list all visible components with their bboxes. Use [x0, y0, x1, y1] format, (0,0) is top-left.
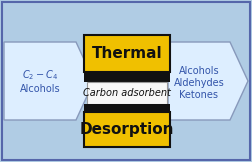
Text: $C_2 - C_4$: $C_2 - C_4$ — [22, 68, 58, 82]
Text: Ketones: Ketones — [179, 90, 218, 100]
Bar — [84, 72, 170, 82]
Text: Alcohols: Alcohols — [179, 66, 219, 76]
Bar — [84, 112, 170, 147]
Text: Desorption: Desorption — [80, 122, 174, 137]
Bar — [84, 35, 170, 72]
Text: Aldehydes: Aldehydes — [174, 78, 224, 88]
Bar — [84, 104, 170, 112]
Polygon shape — [4, 42, 94, 120]
Polygon shape — [168, 42, 248, 120]
Text: Alcohols: Alcohols — [20, 84, 60, 94]
Bar — [87, 82, 167, 104]
Text: Thermal: Thermal — [92, 46, 162, 61]
Text: Carbon adsorbent: Carbon adsorbent — [83, 88, 171, 98]
